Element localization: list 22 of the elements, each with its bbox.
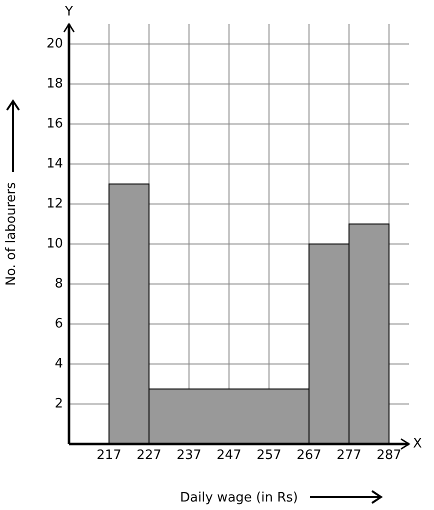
x-axis-title: Daily wage (in Rs) xyxy=(180,490,298,506)
x-tick-label: 237 xyxy=(176,448,202,464)
y-tick-label: 4 xyxy=(54,356,63,372)
x-tick-label: 267 xyxy=(296,448,322,464)
x-tick-label: 287 xyxy=(376,448,402,464)
x-tick-label: 277 xyxy=(336,448,362,464)
y-tick-label: 8 xyxy=(54,276,63,292)
y-tick-label: 20 xyxy=(46,36,63,52)
y-tick-label: 18 xyxy=(46,76,63,92)
y-tick-label: 10 xyxy=(46,236,63,252)
x-tick-label: 257 xyxy=(256,448,282,464)
y-tick-label: 12 xyxy=(46,196,63,212)
x-tick-label: 247 xyxy=(216,448,242,464)
text: X xyxy=(413,436,422,452)
x-tick-label: 217 xyxy=(96,448,122,464)
y-axis-title: No. of labourers xyxy=(4,182,20,286)
x-tick-label: 227 xyxy=(136,448,162,464)
y-tick-label: 2 xyxy=(54,396,63,412)
y-tick-label: 14 xyxy=(46,156,63,172)
text: Y xyxy=(64,4,74,20)
y-tick-label: 6 xyxy=(54,316,63,332)
y-tick-label: 16 xyxy=(46,116,63,132)
